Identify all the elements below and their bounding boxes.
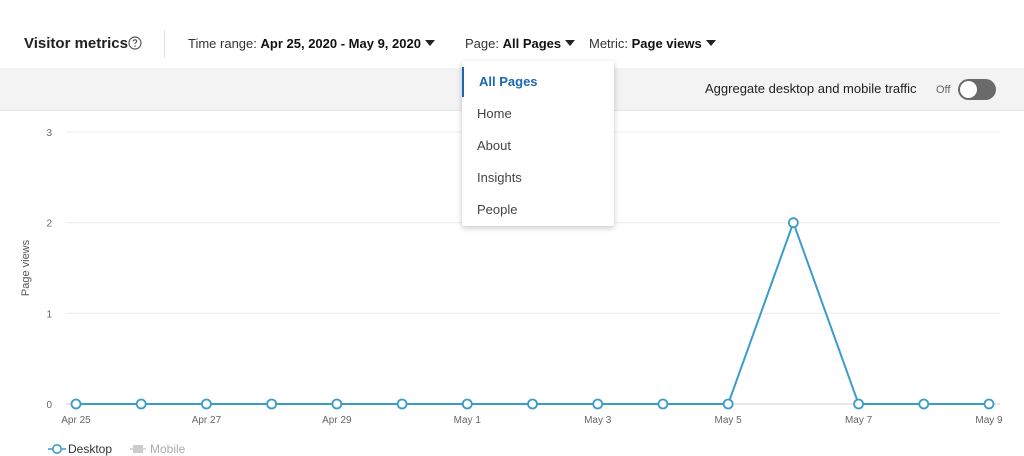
data-point: [592, 398, 604, 410]
toggle-knob: [960, 81, 977, 98]
data-point: [918, 398, 930, 410]
legend-desktop[interactable]: Desktop: [48, 442, 112, 456]
page-title: Visitor metrics: [24, 35, 128, 52]
y-axis-label: Page views: [20, 239, 32, 296]
page-label: Page:: [465, 36, 499, 51]
data-point: [266, 398, 278, 410]
x-tick-label: May 5: [715, 415, 743, 426]
data-point: [396, 398, 408, 410]
page-value: All Pages: [502, 36, 562, 51]
x-tick-label: May 7: [845, 415, 873, 426]
x-tick-label: May 3: [584, 415, 612, 426]
legend-mobile[interactable]: Mobile: [130, 442, 185, 456]
page-selector[interactable]: Page: All Pages: [465, 36, 576, 51]
page-option-about[interactable]: About: [477, 138, 511, 153]
aggregate-traffic-label: Aggregate desktop and mobile traffic: [705, 81, 917, 96]
y-tick-label: 0: [46, 400, 52, 411]
data-point: [135, 398, 147, 410]
page-option-home[interactable]: Home: [477, 106, 512, 121]
x-tick-label: Apr 27: [192, 415, 222, 426]
aggregate-traffic-toggle[interactable]: [958, 79, 996, 100]
data-point: [853, 398, 864, 410]
data-point: [201, 398, 212, 410]
time-range-value: Apr 25, 2020 - May 9, 2020: [260, 36, 421, 51]
time-range-label: Time range:: [188, 36, 257, 51]
y-tick-label: 1: [46, 309, 52, 320]
page-option-people[interactable]: People: [477, 202, 518, 217]
page-views-chart: 0 1 2 3 Page views Apr 25 Apr 27 Apr 29 May 1 May…: [20, 128, 1003, 426]
legend-mobile-label: Mobile: [150, 442, 186, 456]
x-tick-label: May 1: [454, 415, 482, 426]
caret-down-icon: [424, 40, 435, 46]
legend-desktop-marker-icon: [48, 444, 66, 454]
data-point: [461, 398, 473, 410]
data-point: [331, 398, 343, 410]
caret-down-icon: [565, 40, 576, 46]
legend-mobile-marker-icon: [130, 445, 146, 453]
y-tick-label: 3: [46, 128, 52, 139]
header: Visitor metrics Time range: Apr 25, 2020…: [0, 0, 1024, 68]
caret-down-icon: [705, 40, 716, 46]
page-dropdown-menu: All Pages Home About Insights People: [462, 61, 614, 226]
y-tick-label: 2: [46, 219, 52, 230]
data-point: [657, 398, 669, 410]
metric-selector[interactable]: Metric: Page views: [589, 36, 716, 51]
x-tick-label: May 9: [975, 415, 1003, 426]
data-point: [722, 398, 734, 410]
legend-desktop-label: Desktop: [68, 442, 113, 456]
data-point: [787, 217, 799, 229]
page-option-insights[interactable]: Insights: [477, 170, 522, 185]
time-range-selector[interactable]: Time range: Apr 25, 2020 - May 9, 2020: [188, 36, 435, 51]
data-point: [70, 398, 82, 410]
header-divider: [164, 30, 165, 58]
x-tick-label: Apr 29: [322, 415, 352, 426]
metric-label: Metric:: [589, 36, 628, 51]
data-point: [527, 398, 538, 410]
metric-value: Page views: [631, 36, 702, 51]
toggle-state-label: Off: [936, 84, 951, 96]
data-point: [983, 398, 995, 410]
x-tick-label: Apr 25: [61, 415, 91, 426]
page-option-all-pages[interactable]: All Pages: [462, 67, 614, 97]
help-icon[interactable]: [128, 36, 142, 50]
